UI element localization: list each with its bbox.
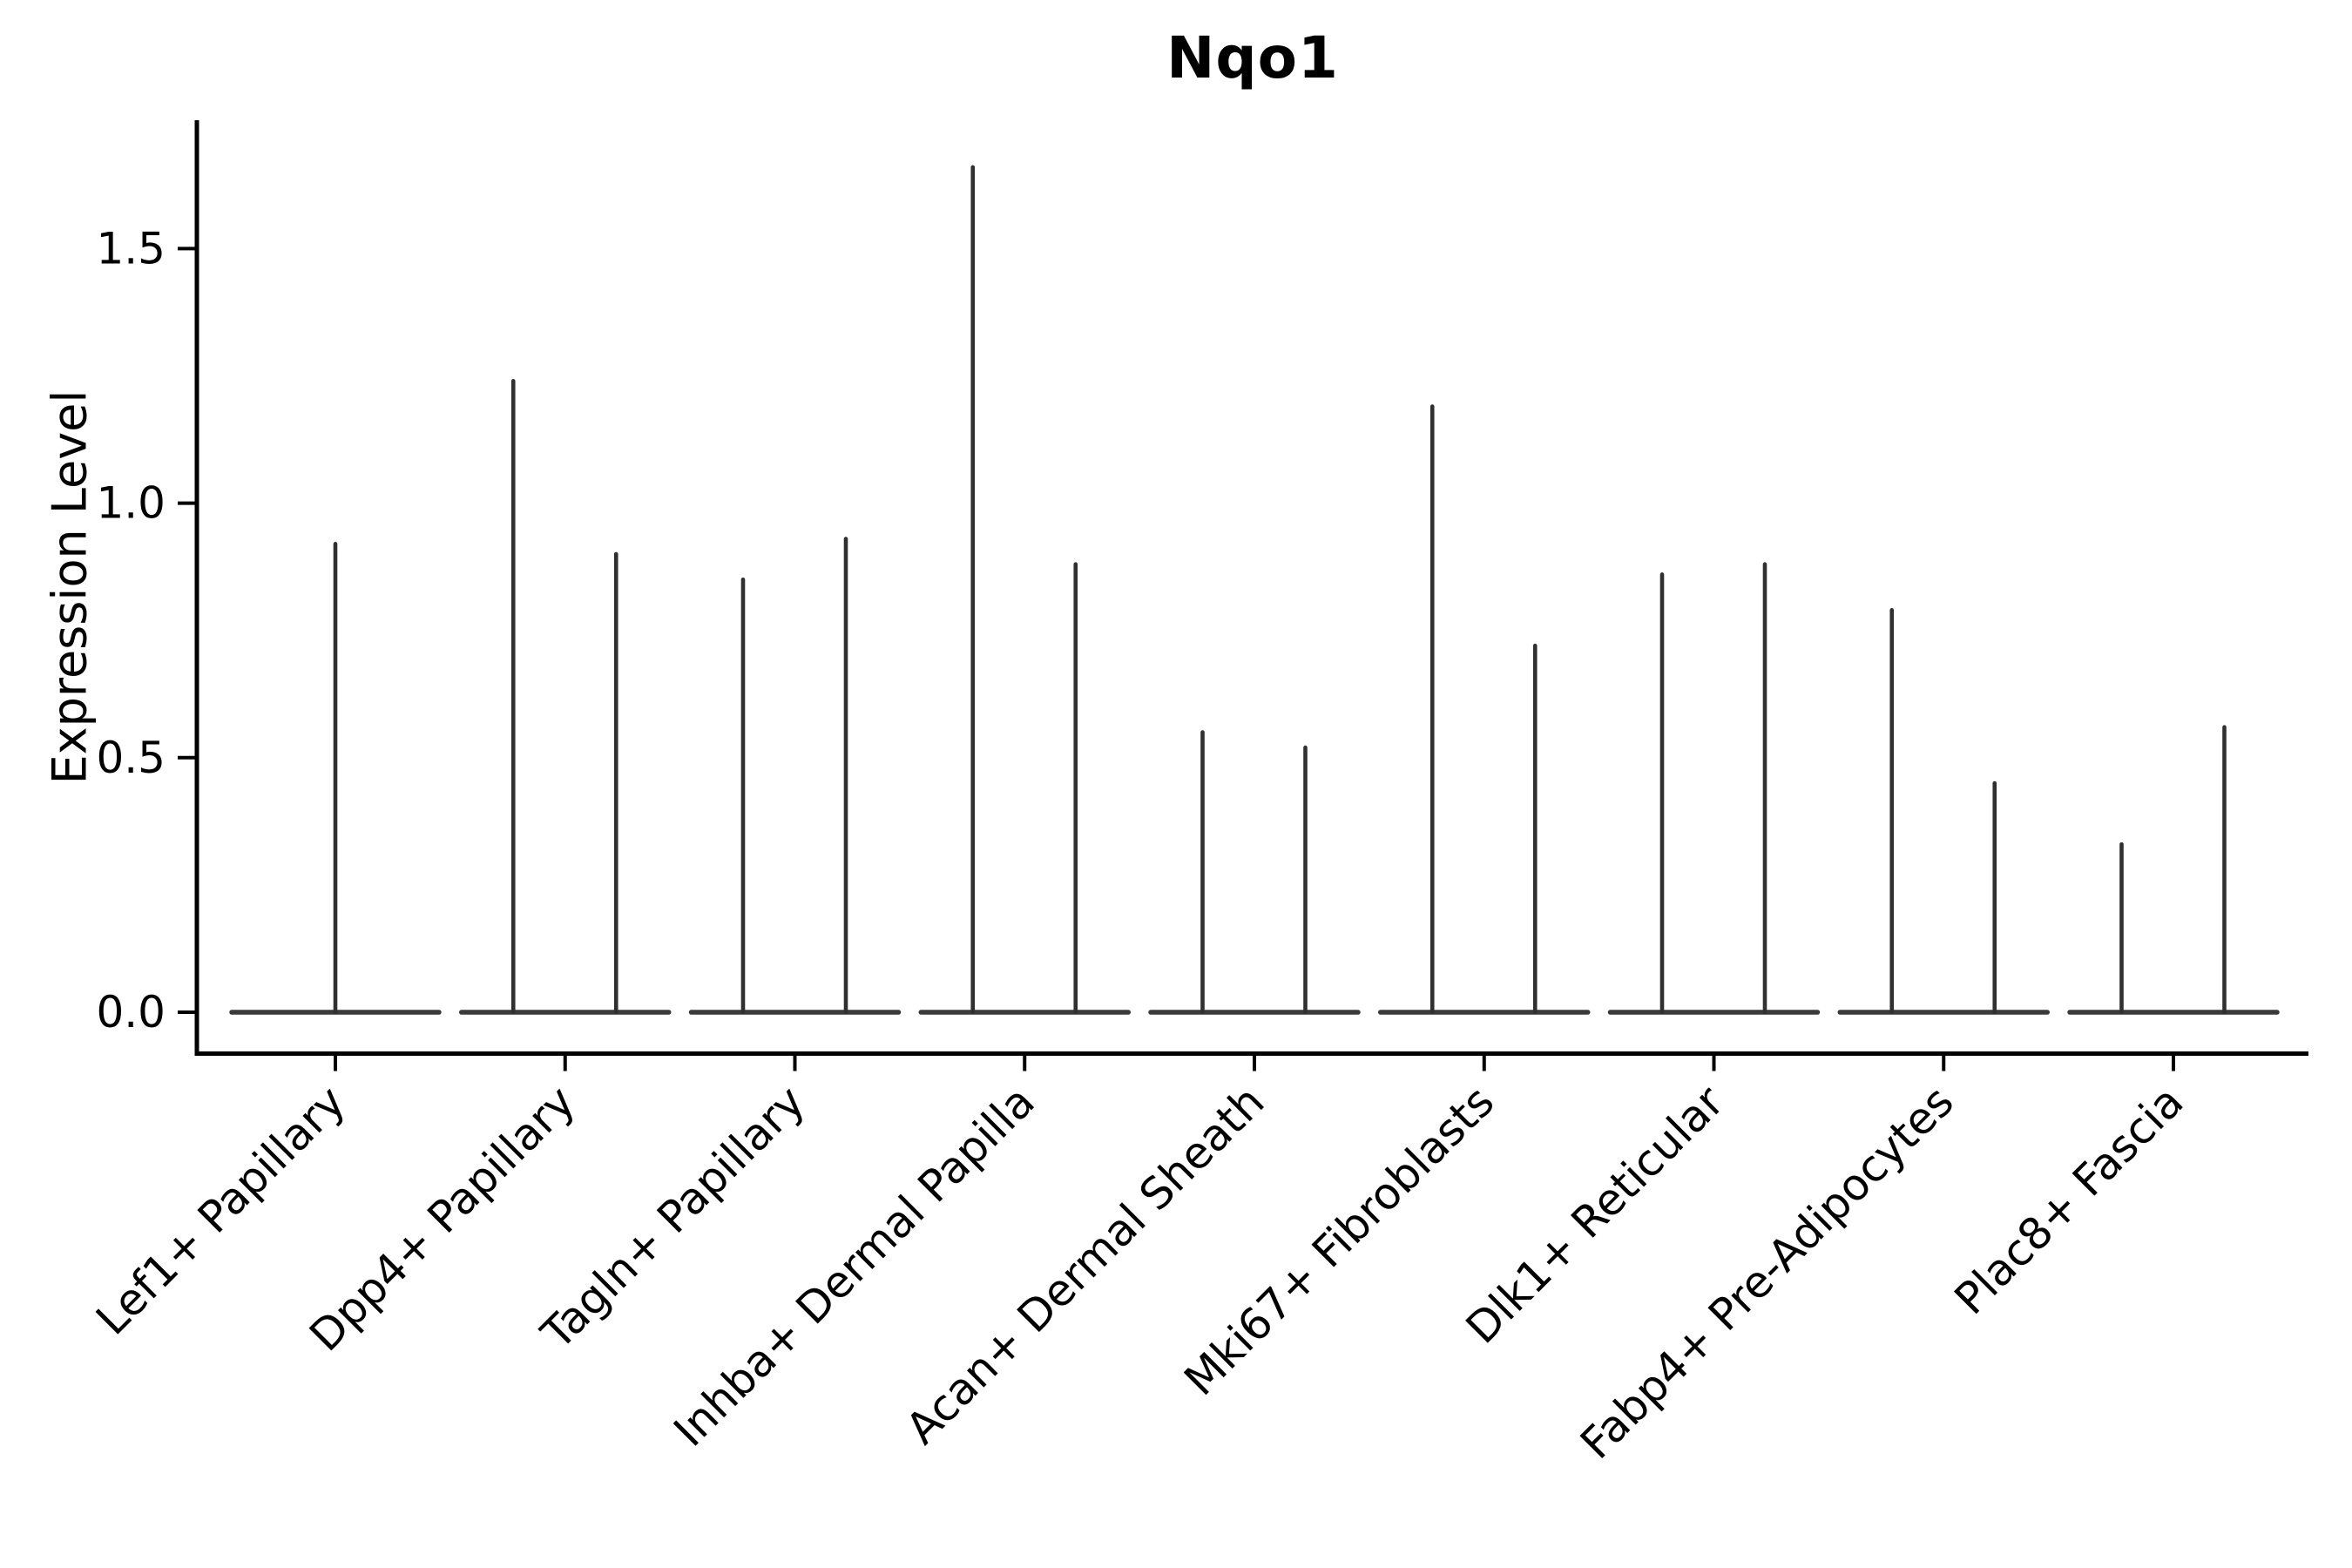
- x-tick-label: Fabp4+ Pre-Adipocytes: [1571, 1076, 1963, 1469]
- x-tick-label: Plac8+ Fascia: [1945, 1076, 2193, 1324]
- x-tick-label: Lef1+ Papillary: [86, 1076, 355, 1344]
- chart-title: Nqo1: [1166, 24, 1339, 91]
- y-tick-label: 0.0: [96, 987, 166, 1037]
- y-axis-label: Expression Level: [42, 389, 98, 785]
- y-tick-label: 0.5: [96, 733, 166, 783]
- y-tick-label: 1.5: [96, 223, 166, 274]
- y-tick-label: 1.0: [96, 478, 166, 529]
